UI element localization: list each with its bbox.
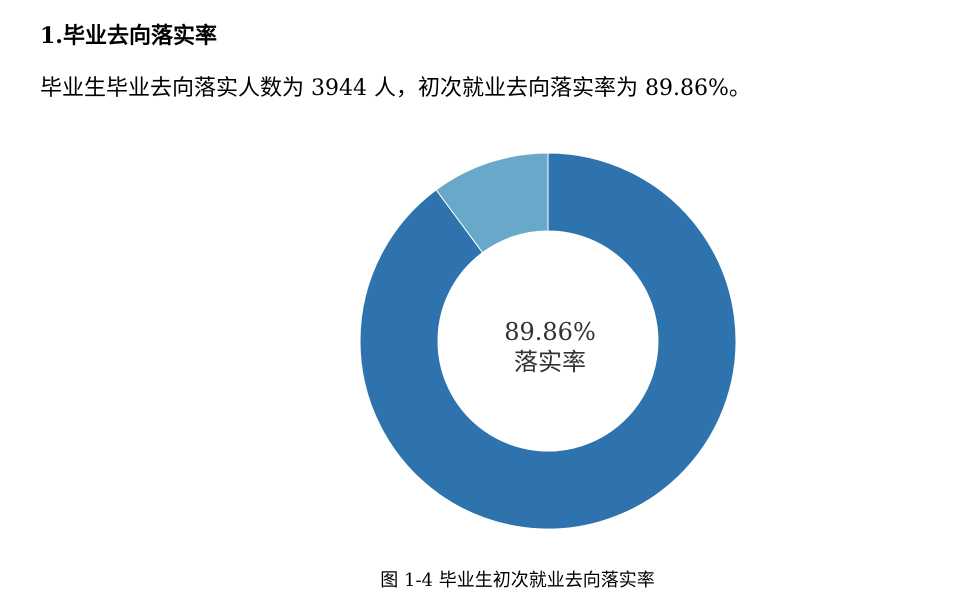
center-value-label: 89.86%	[504, 318, 596, 346]
figure-caption: 图 1-4 毕业生初次就业去向落实率	[380, 570, 655, 591]
donut-slice-0	[359, 152, 737, 530]
donut-slice-1	[435, 152, 549, 254]
section-heading: 1.毕业去向落实率	[40, 23, 217, 49]
summary-paragraph: 毕业生毕业去向落实人数为 3944 人，初次就业去向落实率为 89.86%。	[40, 76, 751, 101]
center-text-label: 落实率	[514, 348, 586, 376]
